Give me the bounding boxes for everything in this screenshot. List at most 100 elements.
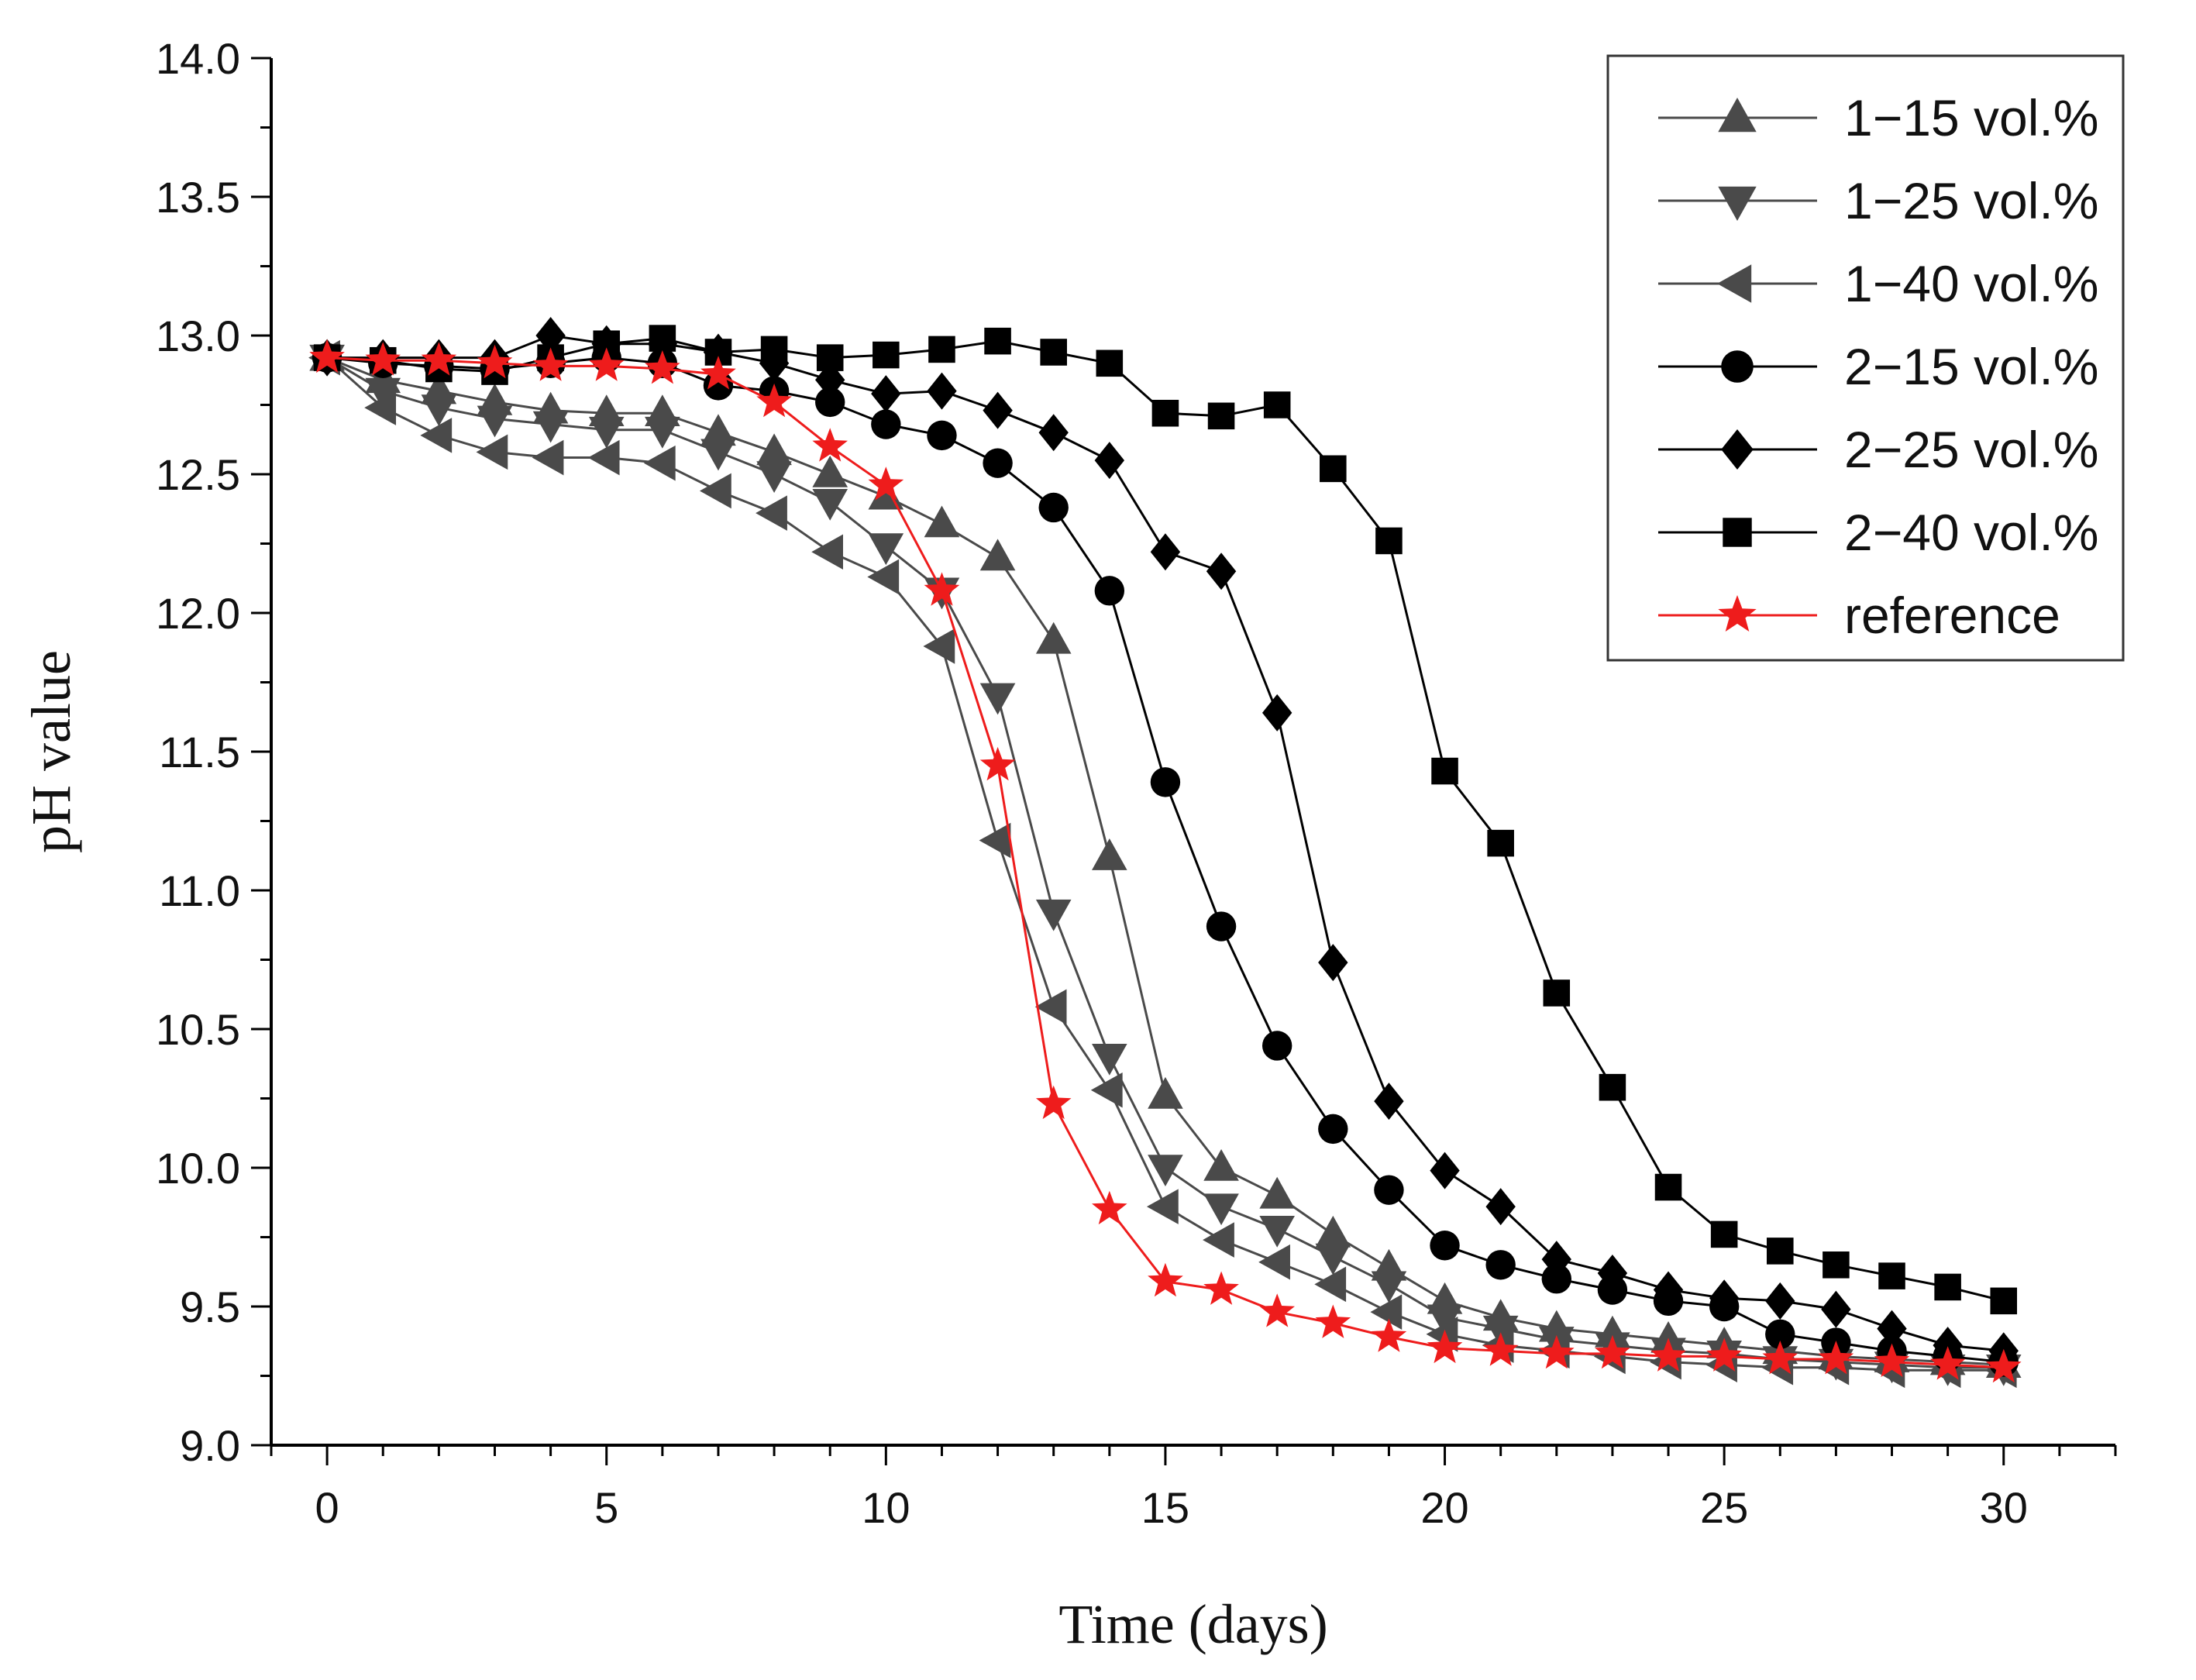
- legend-entry: 2−15 vol.%: [1844, 338, 2098, 395]
- data-point: [1541, 1264, 1571, 1294]
- data-point: [421, 394, 457, 427]
- legend-marker: [1718, 98, 1757, 133]
- data-point: [1320, 455, 1347, 483]
- data-point: [1933, 1327, 1963, 1365]
- data-point: [756, 495, 787, 531]
- data-point: [365, 377, 401, 410]
- x-tick-label: 30: [1980, 1483, 2028, 1532]
- data-point: [532, 411, 569, 443]
- data-point: [756, 433, 792, 466]
- data-point: [1259, 1215, 1295, 1248]
- data-point: [1203, 1222, 1234, 1258]
- data-point: [476, 434, 508, 470]
- data-point: [1653, 1271, 1684, 1309]
- data-point: [1150, 533, 1181, 571]
- data-point: [1485, 1250, 1516, 1280]
- data-point: [927, 420, 957, 451]
- data-point: [1874, 1343, 1910, 1377]
- data-point: [924, 505, 960, 538]
- data-point: [1371, 1318, 1407, 1352]
- data-point: [700, 439, 736, 471]
- data-point: [811, 534, 844, 570]
- data-point: [1929, 1346, 1966, 1380]
- data-point: [1148, 1076, 1183, 1109]
- x-axis: 0 5 10 15 20 25 30: [270, 1445, 2117, 1532]
- data-point: [1543, 979, 1571, 1007]
- data-point: [1823, 1251, 1850, 1279]
- data-point: [1430, 1152, 1460, 1189]
- legend-entry: reference: [1844, 587, 2060, 644]
- legend-marker: [1718, 186, 1757, 221]
- data-point: [812, 428, 848, 462]
- legend-entry: 2−25 vol.%: [1844, 421, 2098, 478]
- data-point: [924, 572, 960, 606]
- data-point: [1878, 1262, 1905, 1289]
- data-point: [983, 391, 1013, 429]
- data-point: [1482, 1332, 1519, 1366]
- data-point: [1487, 829, 1514, 857]
- data-point: [1762, 1341, 1798, 1375]
- data-point: [699, 473, 731, 509]
- data-point: [477, 344, 513, 379]
- data-point: [812, 456, 848, 487]
- legend-marker: [1721, 350, 1754, 383]
- data-point: [928, 336, 955, 363]
- legend-marker: [1718, 595, 1757, 632]
- data-point: [1261, 694, 1292, 732]
- data-point: [1985, 1348, 2022, 1383]
- data-point: [1374, 1175, 1404, 1205]
- x-tick-label: 15: [1141, 1483, 1189, 1532]
- data-point: [1430, 1231, 1460, 1261]
- data-point: [1207, 402, 1235, 430]
- data-point: [1427, 1329, 1463, 1364]
- data-point: [867, 559, 900, 595]
- data-point: [1766, 1238, 1794, 1265]
- data-point: [1261, 1031, 1292, 1061]
- data-point: [871, 409, 901, 439]
- data-point: [868, 533, 904, 566]
- data-point: [1096, 349, 1124, 377]
- data-point: [364, 390, 397, 425]
- data-point: [1035, 1085, 1072, 1120]
- y-tick-label: 13.5: [156, 173, 240, 222]
- data-point: [1318, 944, 1348, 982]
- data-point: [1654, 1173, 1682, 1201]
- data-point: [1203, 1193, 1239, 1226]
- y-tick-label: 10.0: [156, 1144, 240, 1193]
- data-point: [1821, 1290, 1851, 1328]
- data-point: [1151, 399, 1179, 427]
- data-point: [645, 350, 680, 384]
- data-point: [1038, 414, 1069, 452]
- data-point: [1203, 1149, 1239, 1181]
- data-point: [1038, 492, 1069, 523]
- data-point: [1314, 1266, 1347, 1303]
- y-tick-label: 13.0: [156, 312, 240, 360]
- y-tick-label: 9.5: [180, 1282, 240, 1331]
- data-point: [587, 439, 620, 476]
- x-axis-title: Time (days): [1058, 1593, 1327, 1655]
- data-point: [1206, 553, 1237, 590]
- y-tick-label: 12.0: [156, 589, 240, 638]
- data-point: [979, 822, 1011, 859]
- y-tick-label: 11.5: [159, 728, 240, 776]
- data-point: [756, 383, 792, 418]
- data-point: [1374, 1083, 1404, 1121]
- data-point: [1990, 1287, 2018, 1315]
- data-point: [1650, 1337, 1686, 1372]
- x-tick-label: 25: [1700, 1483, 1748, 1532]
- data-point: [1485, 1188, 1516, 1226]
- data-point: [1427, 1304, 1463, 1337]
- data-point: [700, 356, 736, 390]
- data-point: [1034, 989, 1067, 1025]
- data-point: [873, 341, 900, 369]
- data-point: [868, 466, 904, 501]
- data-point: [1146, 1189, 1179, 1224]
- data-point: [1094, 576, 1125, 606]
- y-tick-label: 10.5: [156, 1005, 240, 1054]
- data-point: [1482, 1315, 1519, 1348]
- data-point: [984, 327, 1011, 355]
- data-point: [1706, 1337, 1742, 1372]
- data-point: [1315, 1304, 1351, 1338]
- legend-entry: 1−15 vol.%: [1844, 89, 2098, 146]
